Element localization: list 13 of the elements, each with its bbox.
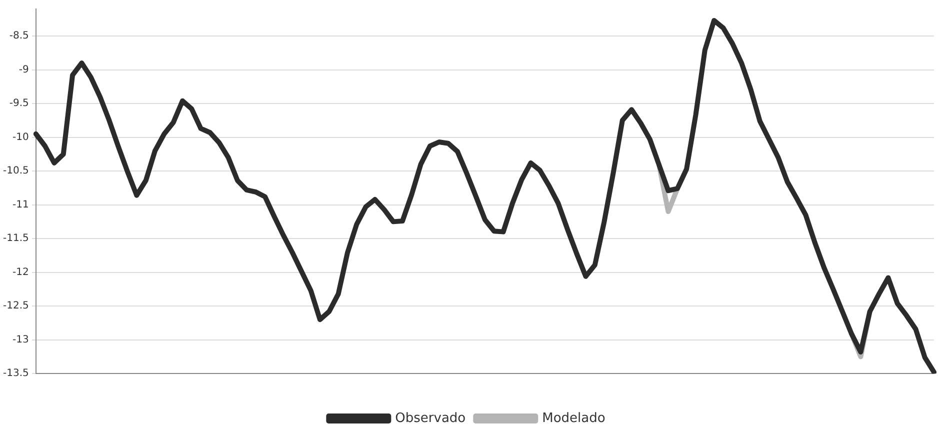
y-tick-label: -10.5	[3, 166, 29, 177]
y-tick-label: -13.5	[3, 368, 29, 380]
y-tick-label: -11.5	[3, 233, 29, 244]
y-tick-label: -12.5	[3, 300, 29, 312]
y-tick-label: -9.5	[9, 98, 29, 110]
y-tick-label: -9	[18, 64, 29, 76]
y-tick-label: -8.5	[9, 30, 29, 42]
y-tick-label: -10	[12, 132, 29, 143]
legend-label: Modelado	[542, 410, 606, 426]
y-tick-label: -13	[12, 334, 29, 346]
legend-label: Observado	[395, 410, 466, 426]
y-tick-label: -12	[12, 266, 29, 278]
y-tick-label: -11	[12, 199, 29, 210]
